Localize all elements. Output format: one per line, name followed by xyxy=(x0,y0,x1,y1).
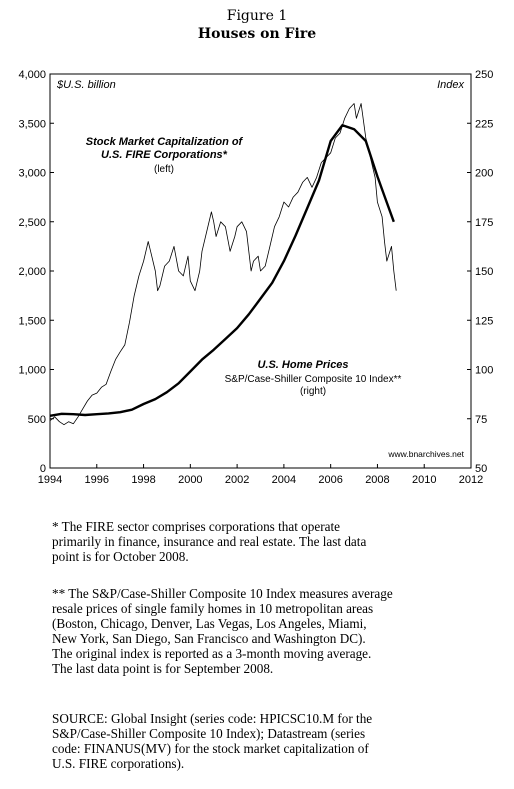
footnote-source: SOURCE: Global Insight (series code: HPI… xyxy=(52,711,492,771)
left-axis-tick-label: 1,500 xyxy=(18,315,46,327)
stock-series-label-line2: U.S. FIRE Corporations* xyxy=(101,149,228,161)
left-axis-tick-label: 1,000 xyxy=(18,365,46,377)
x-axis-tick-label: 2000 xyxy=(178,474,202,486)
footnote-index: ** The S&P/Case-Shiller Composite 10 Ind… xyxy=(52,586,492,676)
right-axis-tick-label: 50 xyxy=(475,463,487,475)
ticks-layer: 0 500 1,000 1,500 2,000 2,500 3,000 3,500 4,000 5… xyxy=(18,69,493,486)
footnote-index-text: ** The S&P/Case-Shiller Composite 10 Ind… xyxy=(52,586,393,676)
left-axis-tick-label: 4,000 xyxy=(18,69,46,81)
chart: 0 500 1,000 1,500 2,000 2,500 3,000 3,500 4,000 5… xyxy=(18,69,493,486)
x-axis-tick-label: 2004 xyxy=(272,474,296,486)
figure-label: Figure 1 xyxy=(226,8,288,24)
footnote-fire: * The FIRE sector comprises corporations… xyxy=(52,519,492,564)
right-axis-tick-label: 250 xyxy=(475,69,493,81)
left-axis-tick-label: 500 xyxy=(28,414,46,426)
left-axis-tick-label: 2,500 xyxy=(18,217,46,229)
right-axis-unit-label: Index xyxy=(437,79,464,91)
right-axis-tick-label: 225 xyxy=(475,118,493,130)
right-axis-tick-label: 175 xyxy=(475,217,493,229)
series-layer xyxy=(49,103,397,426)
home-series-sublabel-2: (right) xyxy=(300,386,326,397)
x-axis-tick-label: 2006 xyxy=(318,474,342,486)
right-axis-tick-label: 150 xyxy=(475,266,493,278)
left-axis-tick-label: 3,500 xyxy=(18,118,46,130)
stock-series-sublabel: (left) xyxy=(154,164,174,175)
home-series-sublabel: S&P/Case-Shiller Composite 10 Index** xyxy=(225,374,402,385)
stock-series-label-line1: Stock Market Capitalization of xyxy=(86,136,244,148)
left-axis-tick-label: 3,000 xyxy=(18,168,46,180)
stock-market-cap-line xyxy=(49,103,397,426)
right-axis-tick-label: 100 xyxy=(475,365,493,377)
source-watermark: www.bnarchives.net xyxy=(387,449,464,459)
left-axis-unit-label: $U.S. billion xyxy=(56,79,116,91)
x-axis-tick-label: 2010 xyxy=(412,474,436,486)
x-axis-tick-label: 1998 xyxy=(131,474,155,486)
x-axis-tick-label: 1994 xyxy=(38,474,62,486)
right-axis-tick-label: 75 xyxy=(475,414,487,426)
left-axis-tick-label: 0 xyxy=(40,463,46,475)
x-axis-tick-label: 1996 xyxy=(85,474,109,486)
home-prices-line xyxy=(49,124,395,417)
home-series-label: U.S. Home Prices xyxy=(257,359,348,371)
footnote-fire-text: * The FIRE sector comprises corporations… xyxy=(52,519,367,564)
right-axis-tick-label: 200 xyxy=(475,168,493,180)
x-axis-tick-label: 2008 xyxy=(365,474,389,486)
figure-title: Houses on Fire xyxy=(197,26,317,42)
x-axis-tick-label: 2002 xyxy=(225,474,249,486)
x-axis-tick-label: 2012 xyxy=(459,474,483,486)
footnote-source-text: SOURCE: Global Insight (series code: HPI… xyxy=(52,711,373,771)
right-axis-tick-label: 125 xyxy=(475,315,493,327)
left-axis-tick-label: 2,000 xyxy=(18,266,46,278)
